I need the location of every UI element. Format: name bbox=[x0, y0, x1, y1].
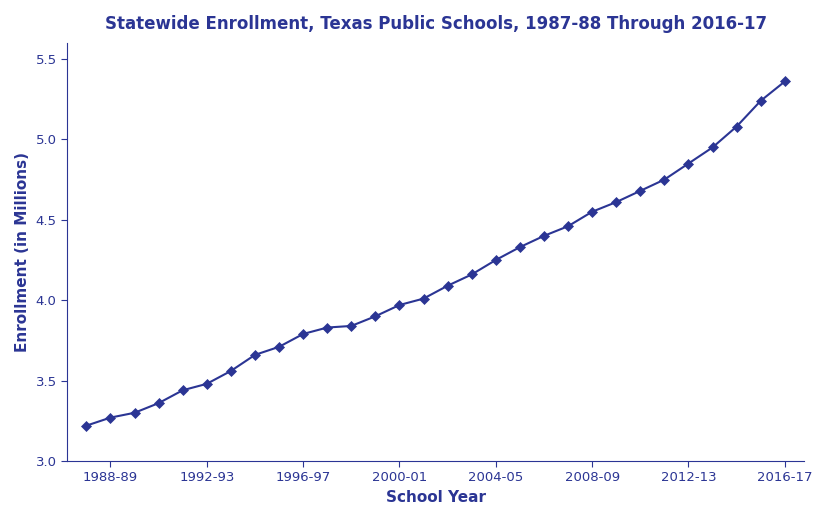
X-axis label: School Year: School Year bbox=[386, 490, 486, 505]
Y-axis label: Enrollment (in Millions): Enrollment (in Millions) bbox=[15, 152, 30, 352]
Title: Statewide Enrollment, Texas Public Schools, 1987-88 Through 2016-17: Statewide Enrollment, Texas Public Schoo… bbox=[105, 15, 767, 33]
